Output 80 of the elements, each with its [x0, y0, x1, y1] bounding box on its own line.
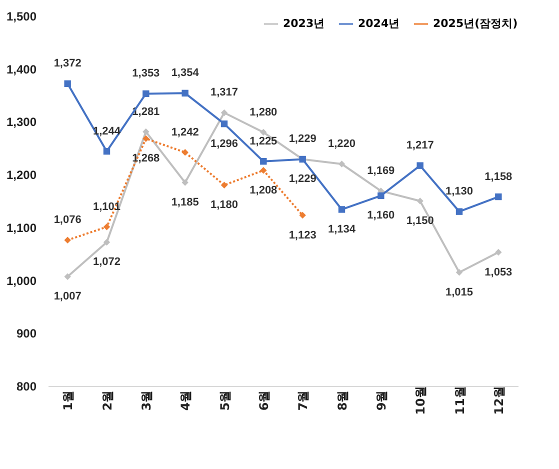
- point: [495, 248, 502, 256]
- legend-label: 2023년: [283, 17, 325, 30]
- y-tick-label: 800: [16, 380, 37, 394]
- data-label: 1,372: [54, 58, 82, 70]
- data-label: 1,134: [328, 223, 356, 236]
- x-tick-label: 1월: [61, 390, 76, 411]
- point: [416, 162, 424, 169]
- y-tick-label: 1,500: [6, 10, 37, 24]
- data-label: 1,053: [484, 266, 512, 278]
- point: [142, 135, 150, 142]
- data-label: 1,072: [92, 256, 121, 268]
- data-label: 1,007: [54, 290, 82, 303]
- point: [299, 212, 306, 219]
- point: [64, 236, 71, 244]
- data-label: 1,158: [484, 170, 512, 183]
- point: [103, 148, 110, 155]
- data-label: 1,169: [367, 164, 395, 177]
- legend-label: 2025년(잠정치): [433, 17, 518, 30]
- y-tick-label: 1,400: [6, 62, 37, 76]
- x-tick-label: 10월: [414, 386, 428, 415]
- data-label: 1,220: [328, 138, 356, 150]
- x-tick-label: 9월: [374, 390, 388, 411]
- data-label: 1,317: [210, 86, 238, 99]
- y-tick-label: 1,300: [6, 115, 37, 130]
- data-label: 1,076: [54, 214, 82, 226]
- point: [378, 192, 384, 200]
- point: [182, 149, 188, 156]
- point: [456, 208, 463, 215]
- data-label: 1,208: [250, 184, 278, 196]
- point: [142, 128, 150, 136]
- data-label: 1,296: [210, 138, 238, 150]
- data-label: 1,160: [367, 210, 395, 222]
- x-tick-label: 6월: [256, 390, 271, 411]
- point: [260, 166, 267, 174]
- point: [64, 273, 71, 280]
- point: [260, 158, 267, 165]
- data-label: 1,229: [288, 173, 316, 186]
- point: [260, 128, 267, 136]
- x-tick-label: 11월: [452, 386, 467, 415]
- x-tick-label: 2월: [100, 390, 114, 411]
- x-tick-label: 7월: [296, 390, 310, 411]
- point: [220, 109, 228, 116]
- point: [456, 269, 463, 276]
- data-label: 1,150: [406, 215, 434, 227]
- point: [103, 224, 110, 230]
- point: [220, 120, 228, 128]
- point: [64, 80, 71, 88]
- point: [338, 160, 346, 168]
- data-label: 1,130: [445, 186, 474, 198]
- point: [182, 90, 188, 97]
- point: [142, 90, 150, 98]
- point: [182, 179, 188, 186]
- y-tick-label: 1,000: [6, 274, 37, 288]
- y-tick-label: 1,200: [6, 168, 37, 182]
- point: [103, 238, 110, 246]
- point: [495, 193, 502, 200]
- x-tick-label: 5월: [218, 390, 232, 411]
- point: [338, 206, 346, 213]
- data-label: 1,217: [406, 140, 434, 152]
- legend-label: 2024년: [358, 17, 400, 30]
- y-tick-label: 1,100: [6, 220, 37, 235]
- y-tick-label: 900: [16, 326, 37, 341]
- data-label: 1,225: [250, 135, 278, 148]
- x-tick-label: 4월: [178, 390, 193, 411]
- data-label: 1,180: [210, 199, 238, 212]
- x-tick-label: 8월: [335, 390, 350, 411]
- data-label: 1,354: [171, 67, 200, 80]
- data-label: 1,280: [250, 106, 278, 118]
- point: [416, 198, 424, 204]
- data-label: 1,268: [132, 152, 160, 165]
- data-label: 1,242: [171, 126, 199, 138]
- point: [220, 182, 228, 188]
- data-label: 1,229: [288, 133, 316, 146]
- data-label: 1,353: [132, 68, 160, 80]
- data-label: 1,015: [445, 286, 474, 298]
- data-label: 1,123: [288, 229, 316, 242]
- data-label: 1,101: [92, 200, 121, 213]
- x-tick-label: 12월: [492, 386, 506, 415]
- x-tick-label: 3월: [139, 390, 154, 411]
- data-label: 1,185: [171, 196, 199, 208]
